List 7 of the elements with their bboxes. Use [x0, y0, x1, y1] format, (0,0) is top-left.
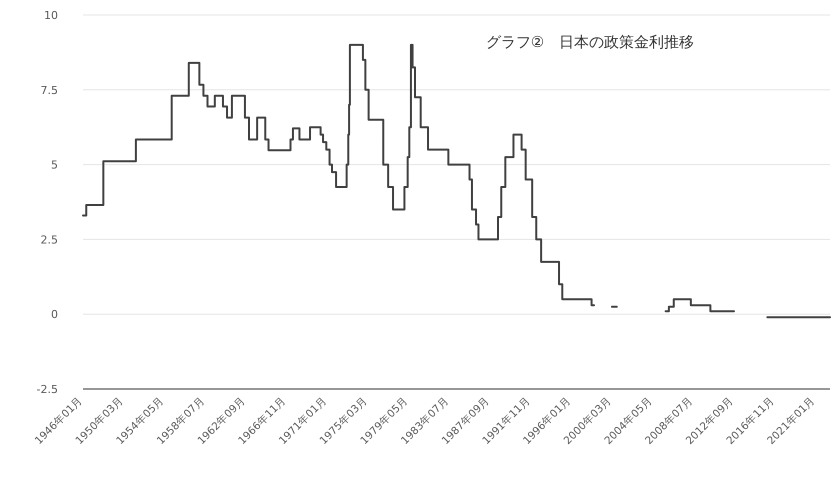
y-tick-label: 5: [51, 158, 58, 172]
y-tick-label: 7.5: [40, 84, 58, 97]
y-tick-label: 2.5: [40, 233, 58, 246]
y-tick-label: -2.5: [36, 383, 58, 396]
text: グラフ② 日本の政策金利推移: [486, 33, 694, 51]
y-tick-label: 10: [44, 9, 58, 22]
y-tick-label: 0: [51, 308, 58, 322]
